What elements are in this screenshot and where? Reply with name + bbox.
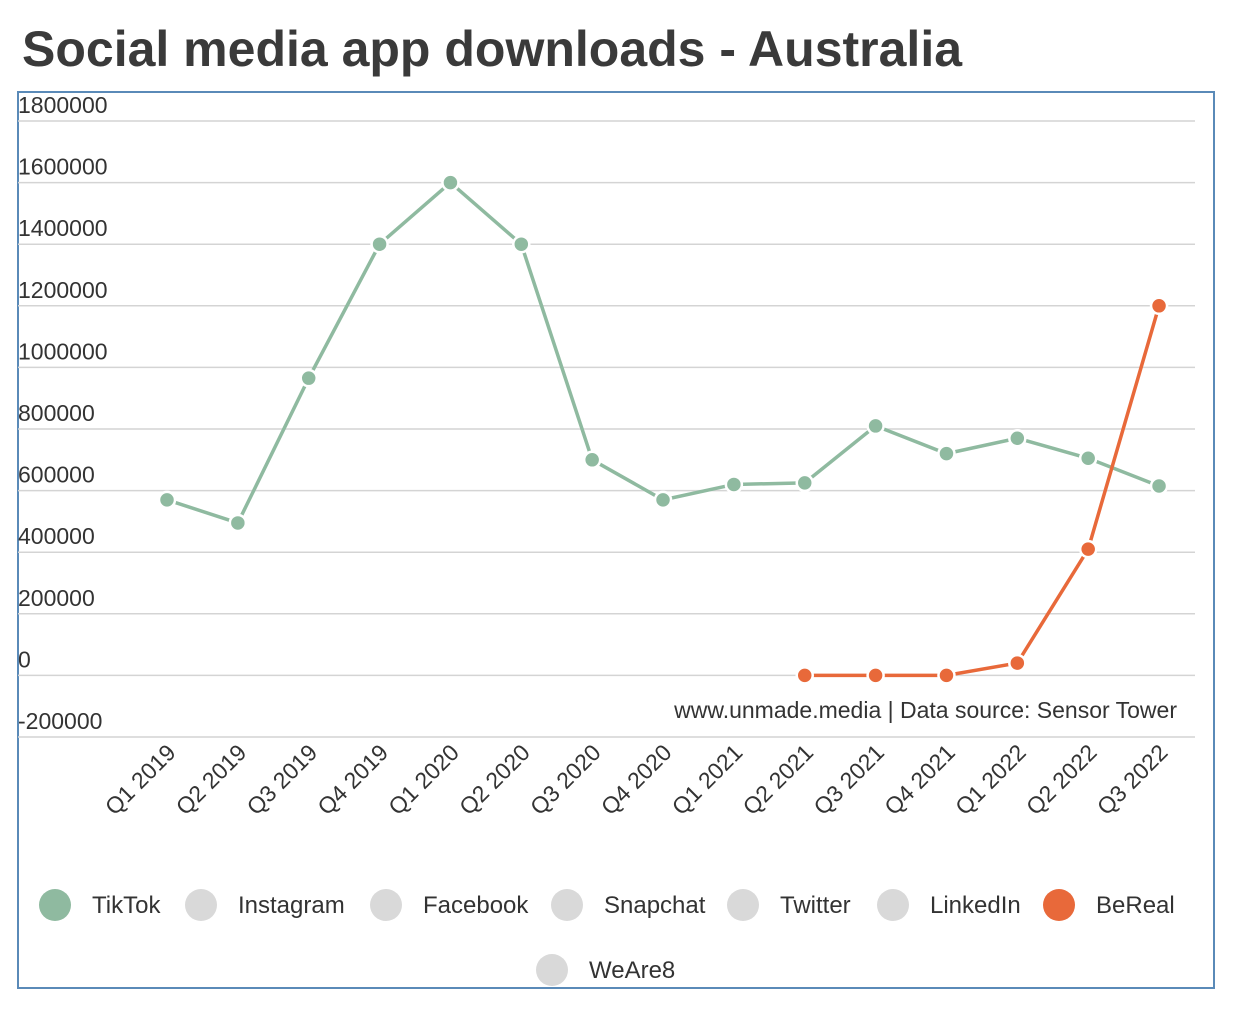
point: [1149, 476, 1169, 496]
point: [1078, 449, 1098, 468]
y-tick-label: 400000: [18, 523, 95, 549]
legend-item: Facebook: [370, 889, 529, 921]
legend-label: WeAre8: [589, 957, 675, 984]
point: [299, 368, 318, 388]
point: [157, 490, 177, 510]
legend-item: TikTok: [39, 889, 161, 921]
point: [866, 666, 885, 685]
legend-item: Twitter: [727, 889, 851, 921]
x-tick-label: Q2 2022: [1021, 739, 1102, 820]
legend-marker: [877, 889, 909, 921]
x-tick-label: Q3 2022: [1092, 739, 1173, 820]
y-tick-label: 1000000: [18, 338, 108, 364]
x-tick-label: Q2 2019: [171, 739, 252, 820]
chart-title: Social media app downloads - Australia: [22, 21, 963, 77]
point: [228, 513, 248, 533]
annotation: www.unmade.media | Data source: Sensor T…: [673, 697, 1177, 723]
legend-item: BeReal: [1043, 889, 1175, 921]
y-tick-label: 1200000: [18, 277, 108, 303]
legend-label: TikTok: [92, 892, 161, 919]
legend-item: Snapchat: [551, 889, 706, 921]
point: [582, 450, 602, 470]
legend-marker: [1043, 889, 1075, 921]
x-tick-label: Q1 2020: [383, 739, 464, 820]
point: [1149, 296, 1169, 316]
series-line: [804, 305, 1161, 678]
legend-label: Snapchat: [604, 892, 706, 919]
point: [937, 444, 956, 463]
point: [1008, 653, 1027, 673]
x-tick-label: Q1 2019: [100, 739, 181, 820]
x-tick-label: Q4 2019: [312, 739, 393, 820]
x-tick-label: Q1 2021: [667, 739, 748, 820]
legend-marker: [536, 954, 568, 986]
x-tick-label: Q1 2022: [950, 739, 1031, 820]
x-tick-label: Q4 2021: [879, 739, 960, 820]
point: [1008, 428, 1027, 448]
legend-label: Twitter: [780, 892, 851, 919]
y-tick-label: 0: [18, 646, 31, 672]
x-tick-label: Q2 2020: [454, 739, 535, 820]
point: [937, 666, 956, 685]
legend-marker: [185, 889, 217, 921]
y-tick-label: 1600000: [18, 154, 108, 180]
legend-label: Facebook: [423, 892, 529, 919]
y-tick-label: 1800000: [18, 92, 108, 118]
y-tick-label: 1400000: [18, 215, 108, 241]
y-tick-label: -200000: [18, 708, 102, 734]
point: [866, 416, 885, 436]
point: [795, 666, 814, 685]
legend-item: LinkedIn: [877, 889, 1021, 921]
y-tick-label: 600000: [18, 462, 95, 488]
legend-marker: [370, 889, 402, 921]
point: [441, 173, 460, 192]
point: [1078, 539, 1098, 559]
point: [370, 234, 389, 254]
x-tick-label: Q2 2021: [737, 739, 818, 820]
legend-marker: [39, 889, 71, 921]
legend-label: BeReal: [1096, 892, 1175, 919]
y-tick-label: 800000: [18, 400, 95, 426]
point: [795, 473, 814, 493]
legend-label: Instagram: [238, 892, 345, 919]
legend-marker: [551, 889, 583, 921]
point: [653, 490, 673, 510]
x-tick-label: Q3 2021: [808, 739, 889, 820]
point: [512, 234, 531, 254]
y-tick-label: 200000: [18, 585, 95, 611]
legend-marker: [727, 889, 759, 921]
x-tick-label: Q4 2020: [596, 739, 677, 820]
series-line: [166, 180, 1160, 526]
point: [724, 475, 744, 494]
chart-frame: [17, 91, 1215, 989]
legend-label: LinkedIn: [930, 892, 1021, 919]
legend-item: Instagram: [185, 889, 345, 921]
legend-item: WeAre8: [536, 954, 675, 986]
x-tick-label: Q3 2020: [525, 739, 606, 820]
x-tick-label: Q3 2019: [241, 739, 322, 820]
